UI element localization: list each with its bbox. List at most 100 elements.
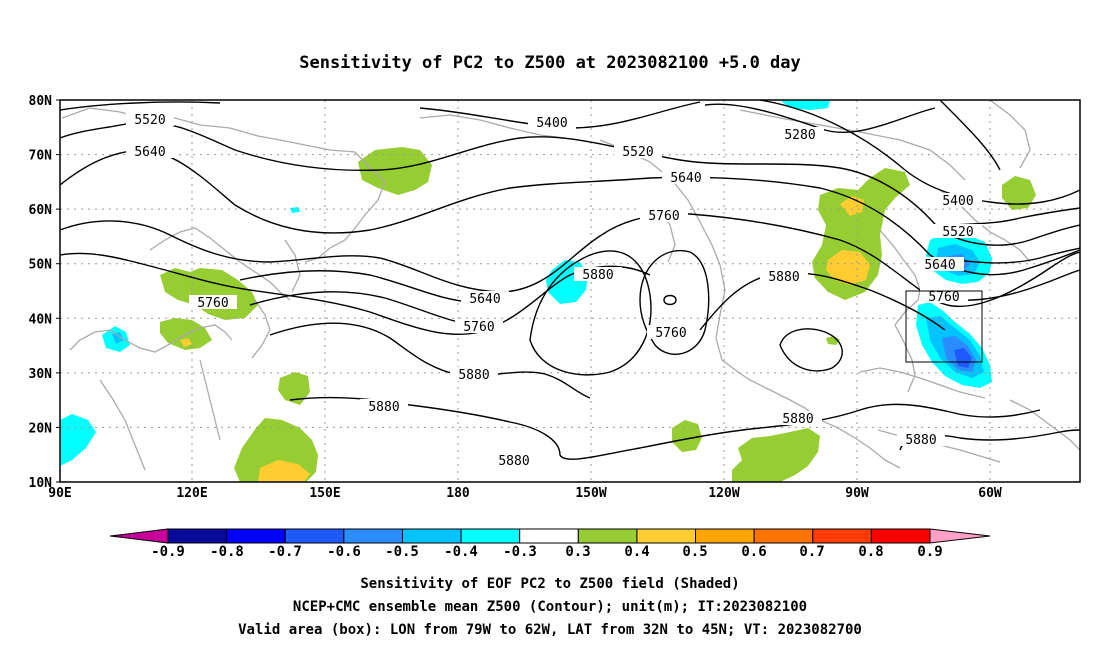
contour-label: 5880 [582,268,613,283]
colorbar-label: 0.9 [917,544,942,560]
colorbar-label: -0.7 [268,544,302,560]
contour-label: 5760 [928,290,959,305]
contour-5520 [60,101,221,111]
contour-label: 5880 [905,433,936,448]
colorbar-cell [343,528,403,544]
lon-label: 150W [575,486,606,501]
caption-shaded: Sensitivity of EOF PC2 to Z500 field (Sh… [360,576,739,592]
contour-label: 5280 [784,128,815,143]
shade-positive-0.3 [1002,176,1036,210]
shade-positive-0.4 [180,338,192,347]
contour-label: 5880 [768,270,799,285]
colorbar-label: 0.6 [741,544,766,560]
contour-label: 5520 [134,113,165,128]
map-frame [59,99,1081,483]
lat-label: 20N [29,421,53,436]
contour-label: 5400 [942,194,973,209]
contour-5880-east [699,272,946,331]
map-area: 5520 5640 5400 5280 5520 5640 5760 5400 … [60,100,1080,482]
shade-positive-0.3 [278,372,310,405]
contour-label: 5520 [622,145,653,160]
lat-axis-labels: 80N 70N 60N 50N 40N 30N 20N 10N [29,94,53,491]
contour-5880-atl [779,328,843,372]
contour-5760 [60,213,1080,308]
contour-5400 [759,100,1080,205]
z500-contours [60,100,1080,460]
colorbar-label: -0.9 [151,544,185,560]
contour-label: 5760 [197,296,228,311]
colorbar-label: -0.3 [503,544,537,560]
shade-negative-0.3 [290,207,300,213]
contour-label: 5880 [782,412,813,427]
colorbar-high-end [929,528,991,544]
lon-label: 120W [708,486,739,501]
lat-label: 60N [29,203,53,218]
lat-label: 40N [29,312,53,327]
contour-small-low [663,294,677,306]
contour-5280 [939,100,1001,171]
colorbar-label: -0.4 [444,544,478,560]
contour-label: 5880 [368,400,399,415]
contour-label: 5880 [498,454,529,469]
colorbar-label: 0.7 [799,544,824,560]
colorbar-cell [636,528,697,544]
contour-label: 5520 [942,225,973,240]
shade-negative-0.3 [60,414,96,466]
colorbar-cell [519,528,579,544]
colorbar-cell [460,528,521,544]
contour-label: 5760 [655,326,686,341]
captions: Sensitivity of EOF PC2 to Z500 field (Sh… [238,576,862,638]
lon-label: 90W [845,486,869,501]
lon-label: 120E [176,486,207,501]
shade-positive-0.3 [358,147,432,195]
shade-positive-0.3 [672,420,702,452]
contour-5880 [60,252,651,336]
contour-label: 5640 [134,145,165,160]
colorbar-label: -0.6 [327,544,361,560]
contour-5880-south [289,396,1041,460]
shaded-sensitivity [60,100,1036,482]
shade-negative-0.7 [954,348,972,368]
map-title: Sensitivity of PC2 to Z500 at 2023082100… [299,53,801,73]
colorbar-label: 0.5 [682,544,707,560]
shade-positive-0.3 [160,268,258,320]
colorbar-cell [870,528,931,544]
shade-positive-0.4 [258,460,310,482]
colorbar-cells [167,528,931,544]
shade-negative-0.5 [112,332,124,344]
caption-valid-area: Valid area (box): LON from 79W to 62W, L… [238,622,862,638]
contour-5280 [704,103,936,134]
colorbar-cell [226,528,286,544]
lon-label: 150E [309,486,340,501]
axis-ticks [56,99,60,483]
valid-area-box [905,290,983,363]
shade-positive-0.3 [732,428,820,482]
colorbar-label: 0.8 [858,544,883,560]
contour-5880 [269,322,591,399]
colorbar-cell [284,528,345,544]
colorbar: -0.9 -0.8 -0.7 -0.6 -0.5 -0.4 -0.3 0.3 0… [109,528,991,560]
lon-axis-labels: 90E 120E 150E 180 150W 120W 90W 60W [48,486,1002,501]
contour-label: 5760 [463,320,494,335]
lat-label: 30N [29,367,53,382]
shade-negative-0.3 [780,100,830,110]
colorbar-low-end [109,528,169,544]
lat-label: 10N [29,476,53,491]
lon-label: 90E [48,486,71,501]
contour-5760 [249,291,481,326]
colorbar-labels: -0.9 -0.8 -0.7 -0.6 -0.5 -0.4 -0.3 0.3 0… [151,544,943,560]
colorbar-label: 0.3 [565,544,590,560]
colorbar-label: 0.4 [624,544,649,560]
contour-label: 5400 [536,116,567,131]
contour-label: 5640 [469,292,500,307]
colorbar-label: -0.5 [385,544,419,560]
colorbar-cell [167,528,228,544]
contour-label: 5760 [648,209,679,224]
lon-label: 60W [978,486,1002,501]
colorbar-cell [753,528,814,544]
lat-label: 70N [29,149,53,164]
contour-label: 5880 [458,368,489,383]
contour-5880-ocean [529,250,652,376]
colorbar-cell [812,528,872,544]
